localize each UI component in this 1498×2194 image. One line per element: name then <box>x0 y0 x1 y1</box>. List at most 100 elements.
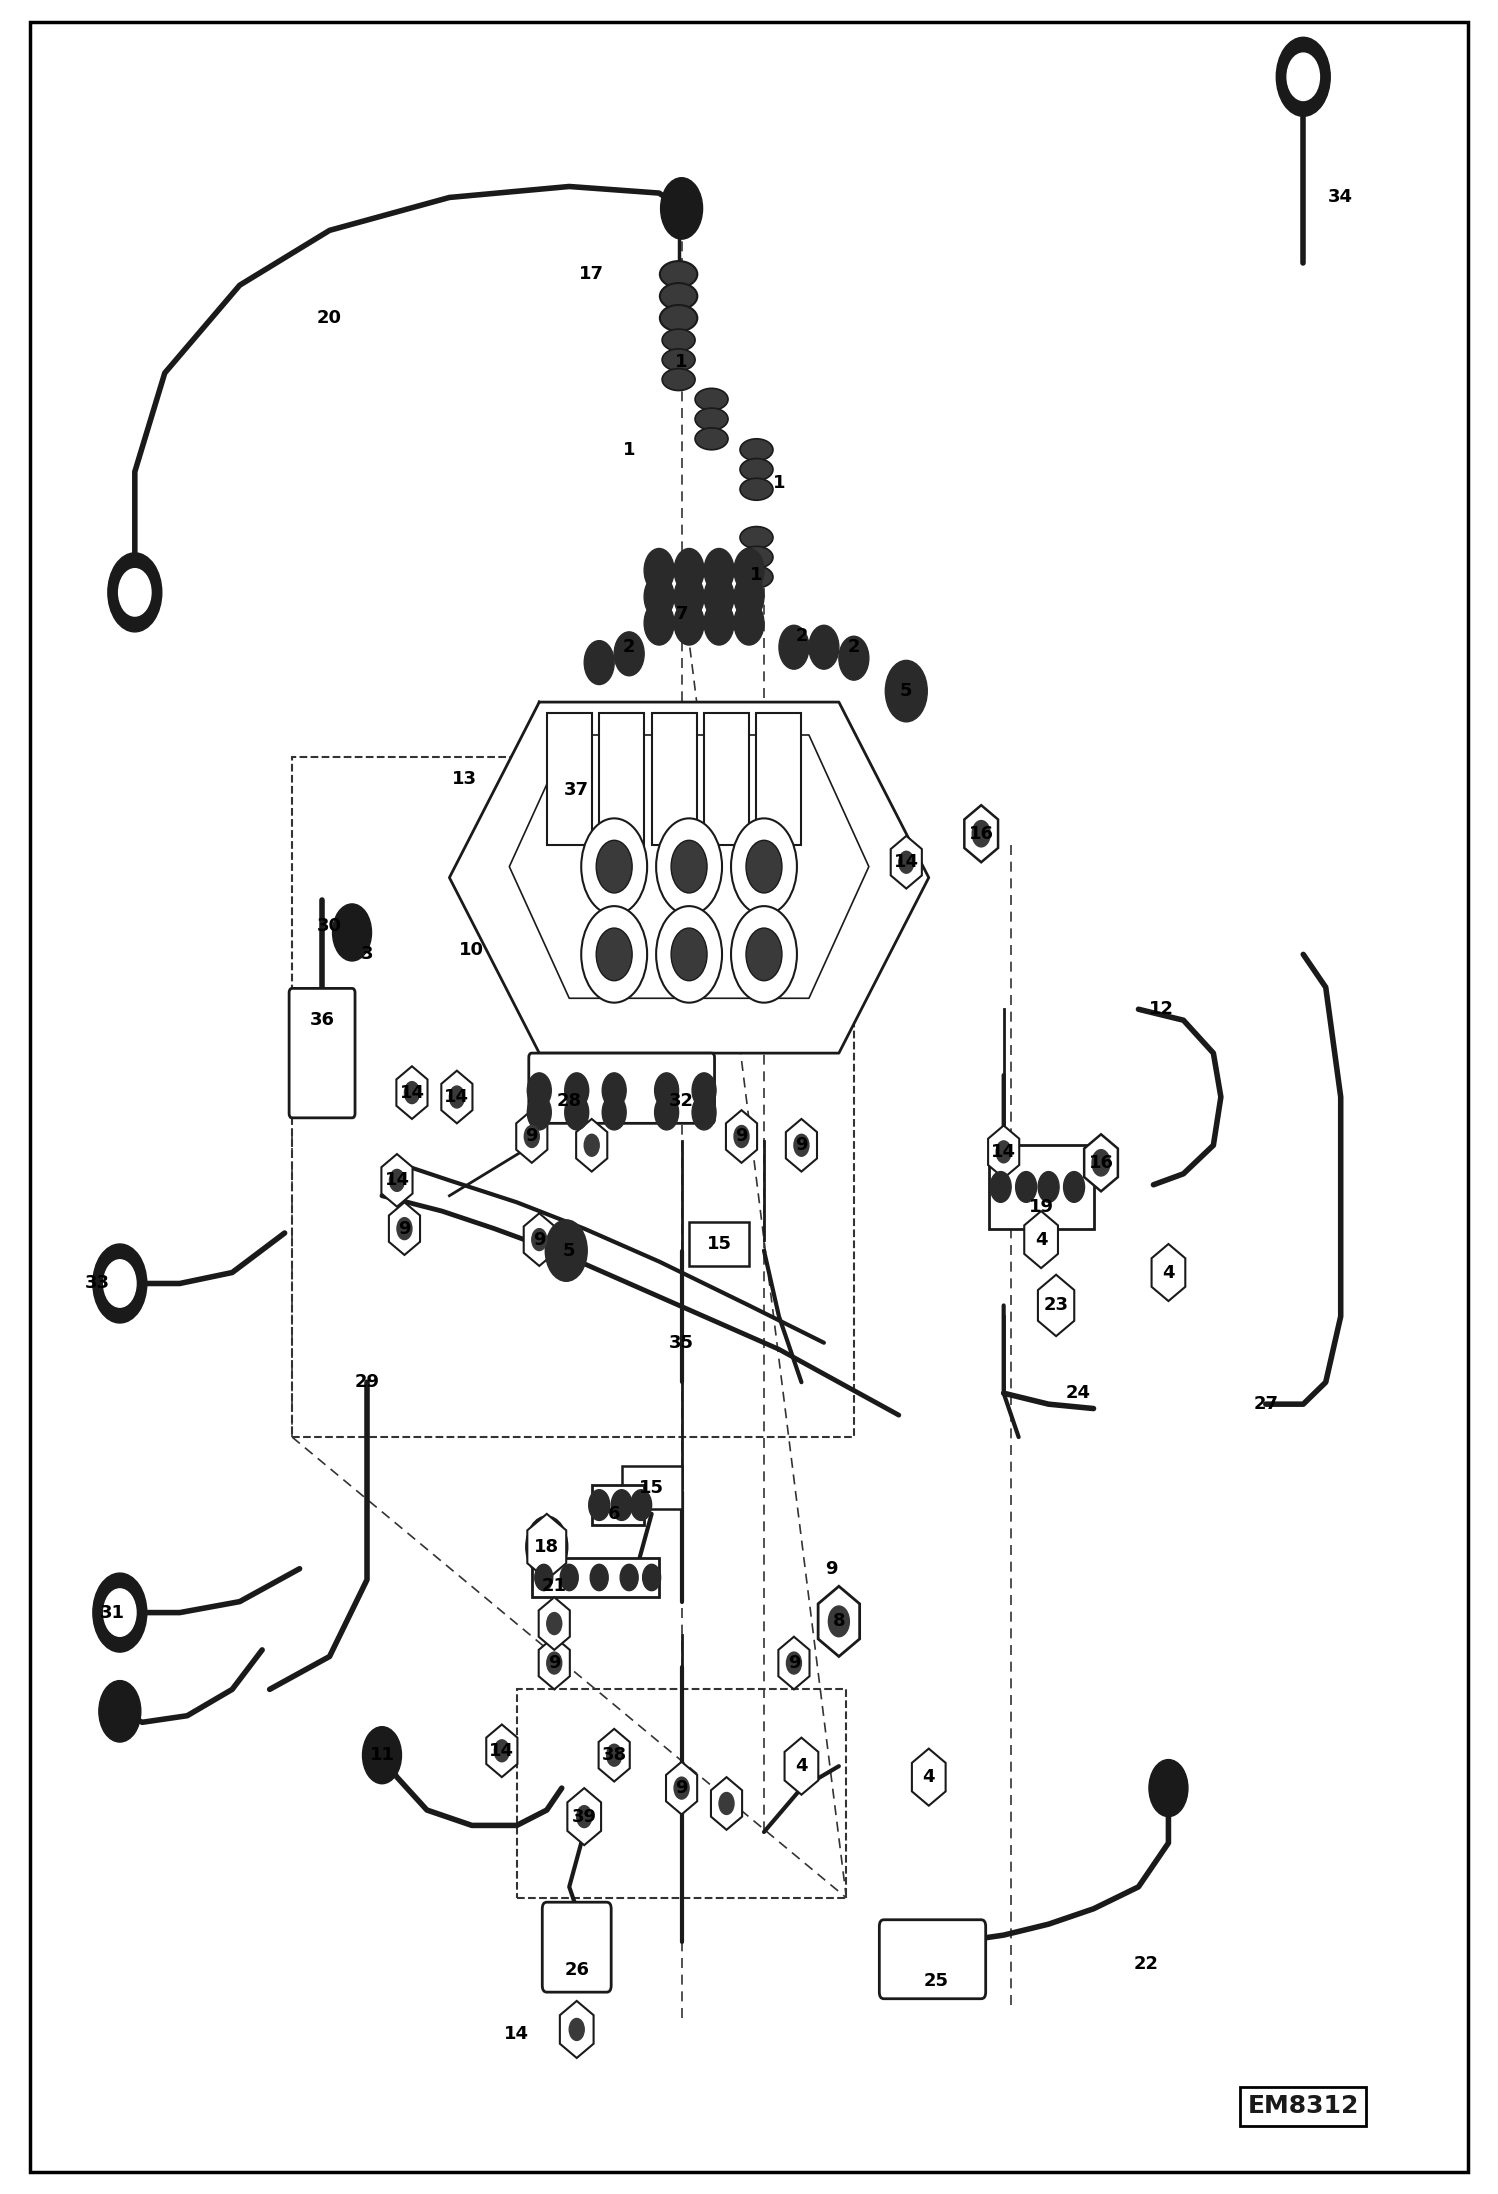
Circle shape <box>786 1652 801 1674</box>
Text: 24: 24 <box>1067 1384 1091 1402</box>
Bar <box>989 1145 1094 1229</box>
Circle shape <box>602 1073 626 1108</box>
Circle shape <box>1276 37 1330 116</box>
Circle shape <box>734 1126 749 1147</box>
Circle shape <box>524 1126 539 1147</box>
Ellipse shape <box>740 546 773 568</box>
Bar <box>599 713 644 845</box>
Bar <box>592 1485 644 1525</box>
Text: 4: 4 <box>795 1757 807 1775</box>
Text: 33: 33 <box>85 1275 109 1292</box>
Bar <box>297 1003 348 1058</box>
Circle shape <box>746 928 782 981</box>
Circle shape <box>674 601 704 645</box>
FancyBboxPatch shape <box>879 1920 986 1999</box>
Bar <box>532 1558 659 1597</box>
Ellipse shape <box>740 566 773 588</box>
Text: 2: 2 <box>848 638 860 656</box>
Text: 9: 9 <box>548 1654 560 1672</box>
Circle shape <box>99 1681 141 1742</box>
Ellipse shape <box>659 261 698 287</box>
Circle shape <box>1016 1172 1037 1202</box>
Ellipse shape <box>740 527 773 548</box>
Circle shape <box>547 1652 562 1674</box>
Text: 14: 14 <box>992 1143 1016 1161</box>
Circle shape <box>590 1564 608 1591</box>
Text: 31: 31 <box>100 1604 124 1621</box>
Circle shape <box>535 1564 553 1591</box>
Text: 17: 17 <box>580 265 604 283</box>
Ellipse shape <box>662 329 695 351</box>
Bar <box>652 713 697 845</box>
Circle shape <box>692 1073 716 1108</box>
Circle shape <box>614 632 644 676</box>
Circle shape <box>103 1588 136 1637</box>
Ellipse shape <box>740 439 773 461</box>
Text: 16: 16 <box>969 825 993 842</box>
Text: 22: 22 <box>1134 1955 1158 1972</box>
Circle shape <box>565 1073 589 1108</box>
Circle shape <box>671 928 707 981</box>
Circle shape <box>602 1095 626 1130</box>
Text: 9: 9 <box>533 1231 545 1248</box>
Circle shape <box>569 2018 584 2040</box>
Circle shape <box>809 625 839 669</box>
Circle shape <box>527 1073 551 1108</box>
Text: 14: 14 <box>894 853 918 871</box>
Text: 34: 34 <box>1329 189 1353 206</box>
Text: 3: 3 <box>361 946 373 963</box>
Circle shape <box>565 1095 589 1130</box>
Text: 9: 9 <box>788 1654 800 1672</box>
Text: 10: 10 <box>460 941 484 959</box>
Circle shape <box>674 575 704 619</box>
Text: 14: 14 <box>445 1088 469 1106</box>
Text: 25: 25 <box>924 1972 948 1990</box>
Circle shape <box>704 601 734 645</box>
Circle shape <box>692 1095 716 1130</box>
Circle shape <box>885 660 927 722</box>
Text: 19: 19 <box>1029 1198 1053 1215</box>
Text: 9: 9 <box>676 1779 688 1797</box>
Circle shape <box>656 818 722 915</box>
Text: 6: 6 <box>608 1505 620 1523</box>
Ellipse shape <box>659 283 698 309</box>
Circle shape <box>397 1218 412 1240</box>
Text: 14: 14 <box>385 1172 409 1189</box>
Circle shape <box>671 840 707 893</box>
Text: 15: 15 <box>640 1479 664 1496</box>
Circle shape <box>607 1744 622 1766</box>
Circle shape <box>655 1095 679 1130</box>
Text: 9: 9 <box>398 1220 410 1237</box>
Circle shape <box>526 1516 568 1577</box>
Circle shape <box>363 1727 401 1784</box>
Text: 26: 26 <box>565 1961 589 1979</box>
Text: 1: 1 <box>676 353 688 371</box>
Circle shape <box>620 1564 638 1591</box>
Circle shape <box>584 641 614 685</box>
Circle shape <box>990 1172 1011 1202</box>
Text: 9: 9 <box>526 1128 538 1145</box>
Circle shape <box>828 1606 849 1637</box>
Circle shape <box>532 1229 547 1251</box>
Circle shape <box>1064 1172 1085 1202</box>
Text: 13: 13 <box>452 770 476 788</box>
Circle shape <box>547 1613 562 1635</box>
Text: 7: 7 <box>676 606 688 623</box>
Text: 5: 5 <box>563 1242 575 1259</box>
Text: 23: 23 <box>1044 1297 1068 1314</box>
Circle shape <box>644 548 674 592</box>
Text: 4: 4 <box>923 1768 935 1786</box>
Text: 1: 1 <box>750 566 762 584</box>
Circle shape <box>1149 1760 1188 1817</box>
Circle shape <box>1287 53 1320 101</box>
Circle shape <box>449 1086 464 1108</box>
Text: 1: 1 <box>773 474 785 491</box>
Text: 11: 11 <box>370 1746 394 1764</box>
Circle shape <box>972 821 990 847</box>
Text: 21: 21 <box>542 1577 566 1595</box>
Circle shape <box>584 1134 599 1156</box>
Circle shape <box>631 1490 652 1520</box>
Circle shape <box>581 818 647 915</box>
Text: 14: 14 <box>490 1742 514 1760</box>
Circle shape <box>899 851 914 873</box>
